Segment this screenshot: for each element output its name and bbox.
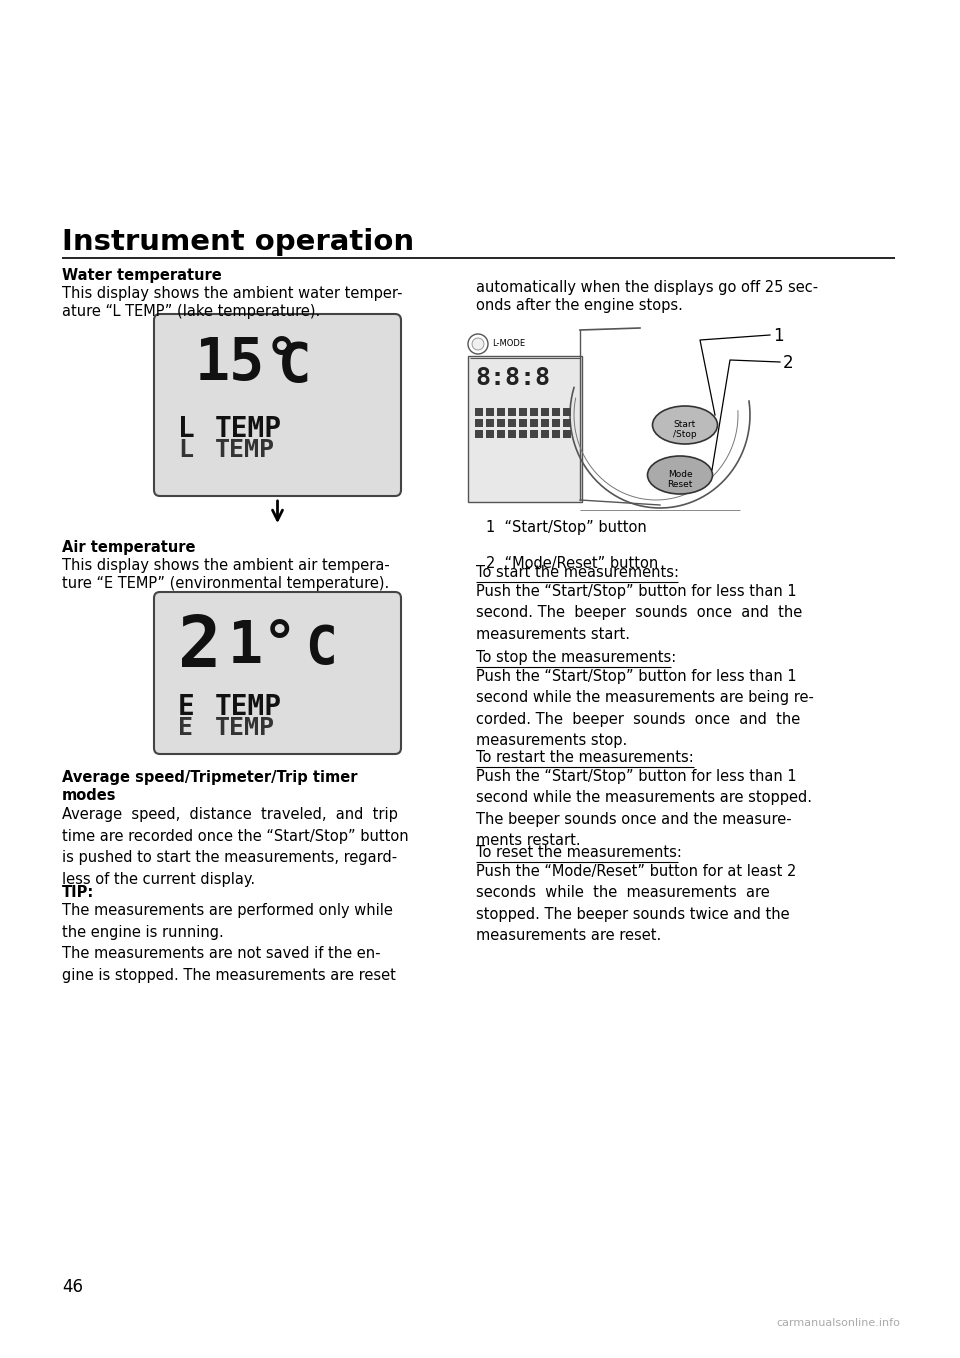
Ellipse shape (647, 456, 712, 494)
Text: Start: Start (674, 420, 696, 429)
Text: 1  “Start/Stop” button: 1 “Start/Stop” button (486, 520, 647, 535)
Text: onds after the engine stops.: onds after the engine stops. (476, 297, 683, 312)
Text: Push the “Start/Stop” button for less than 1
second while the measurements are b: Push the “Start/Stop” button for less th… (476, 668, 814, 748)
Bar (519, 420, 527, 426)
Text: This display shows the ambient air tempera-: This display shows the ambient air tempe… (62, 558, 390, 573)
Text: ture “E TEMP” (environmental temperature).: ture “E TEMP” (environmental temperature… (62, 576, 389, 591)
Bar (541, 407, 549, 416)
FancyBboxPatch shape (468, 356, 582, 502)
Text: L: L (178, 439, 193, 462)
Text: Push the “Mode/Reset” button for at least 2
seconds  while  the  measurements  a: Push the “Mode/Reset” button for at leas… (476, 864, 797, 944)
Text: Instrument operation: Instrument operation (62, 228, 414, 257)
Text: To start the measurements:: To start the measurements: (476, 565, 679, 580)
Text: E: E (178, 716, 193, 740)
Text: TIP:: TIP: (62, 885, 94, 900)
Text: 2: 2 (178, 612, 222, 682)
Text: Push the “Start/Stop” button for less than 1
second while the measurements are s: Push the “Start/Stop” button for less th… (476, 769, 812, 849)
Bar (563, 430, 571, 439)
Bar (497, 420, 505, 426)
Bar (563, 407, 571, 416)
Bar (552, 420, 560, 426)
Text: Reset: Reset (667, 479, 693, 489)
Text: TEMP: TEMP (215, 693, 282, 721)
Text: TEMP: TEMP (215, 716, 275, 740)
Bar (486, 407, 494, 416)
Text: ature “L TEMP” (lake temperature).: ature “L TEMP” (lake temperature). (62, 304, 321, 319)
Bar (486, 420, 494, 426)
Text: 15°: 15° (195, 335, 300, 392)
Text: carmanualsonline.info: carmanualsonline.info (776, 1319, 900, 1328)
Text: E: E (178, 693, 195, 721)
Text: Mode: Mode (668, 470, 692, 479)
Text: L-MODE: L-MODE (492, 340, 525, 348)
Ellipse shape (653, 406, 717, 444)
Text: /Stop: /Stop (673, 430, 697, 439)
Text: To stop the measurements:: To stop the measurements: (476, 650, 676, 665)
Bar (541, 430, 549, 439)
Circle shape (468, 334, 488, 354)
Bar (541, 420, 549, 426)
Text: Average  speed,  distance  traveled,  and  trip
time are recorded once the “Star: Average speed, distance traveled, and tr… (62, 807, 409, 887)
Text: 1°: 1° (228, 618, 299, 675)
Text: Water temperature: Water temperature (62, 268, 222, 282)
Text: The measurements are performed only while
the engine is running.
The measurement: The measurements are performed only whil… (62, 903, 396, 983)
Text: L: L (178, 416, 195, 443)
Text: To restart the measurements:: To restart the measurements: (476, 750, 694, 765)
Bar (530, 430, 538, 439)
Text: 2  “Mode/Reset” button: 2 “Mode/Reset” button (486, 555, 659, 570)
Bar (497, 430, 505, 439)
Text: 8:8:8: 8:8:8 (475, 367, 550, 390)
Text: automatically when the displays go off 25 sec-: automatically when the displays go off 2… (476, 280, 818, 295)
Text: modes: modes (62, 788, 116, 803)
Bar (475, 430, 483, 439)
Text: 46: 46 (62, 1278, 83, 1296)
Text: C: C (278, 340, 311, 392)
Bar (552, 407, 560, 416)
Bar (475, 407, 483, 416)
Text: TEMP: TEMP (215, 439, 275, 462)
Bar (486, 430, 494, 439)
Text: This display shows the ambient water temper-: This display shows the ambient water tem… (62, 287, 402, 301)
Bar (530, 420, 538, 426)
Text: 1: 1 (773, 327, 783, 345)
Text: Push the “Start/Stop” button for less than 1
second. The  beeper  sounds  once  : Push the “Start/Stop” button for less th… (476, 584, 803, 642)
Bar (563, 420, 571, 426)
Bar (497, 407, 505, 416)
Text: TEMP: TEMP (215, 416, 282, 443)
Bar (519, 407, 527, 416)
Bar (508, 407, 516, 416)
Bar (475, 420, 483, 426)
Text: C: C (305, 623, 337, 675)
Text: Air temperature: Air temperature (62, 540, 196, 555)
Text: Average speed/Tripmeter/Trip timer: Average speed/Tripmeter/Trip timer (62, 770, 357, 785)
Text: 2: 2 (783, 354, 794, 372)
FancyBboxPatch shape (154, 592, 401, 754)
FancyBboxPatch shape (154, 314, 401, 496)
Bar (519, 430, 527, 439)
Bar (530, 407, 538, 416)
Text: To reset the measurements:: To reset the measurements: (476, 845, 682, 860)
Bar (508, 420, 516, 426)
Circle shape (472, 338, 484, 350)
Bar (508, 430, 516, 439)
Bar (552, 430, 560, 439)
